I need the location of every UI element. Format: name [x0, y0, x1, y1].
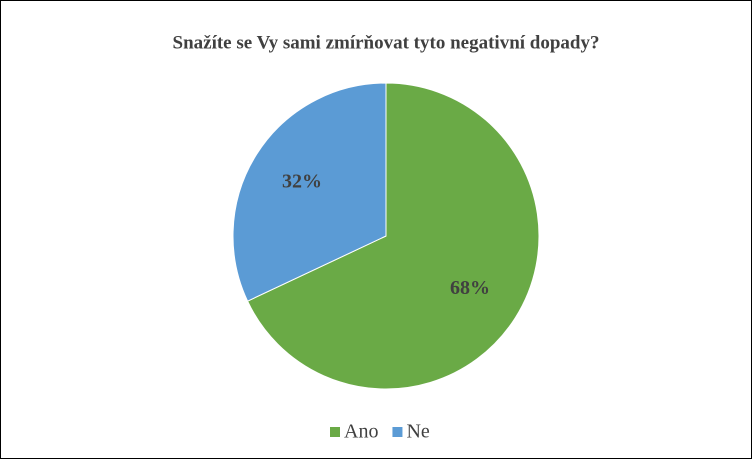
- legend-label: Ne: [406, 421, 429, 443]
- data-label: 32%: [282, 170, 322, 192]
- legend-swatch: [392, 427, 403, 437]
- pie-slice: [246, 82, 540, 390]
- legend-swatch: [330, 427, 340, 437]
- chart-title: Snažíte se Vy sami zmírňovat tyto negati…: [173, 32, 600, 53]
- data-label: 68%: [450, 277, 490, 299]
- legend-label: Ano: [344, 421, 378, 443]
- pie-slice: [232, 82, 387, 302]
